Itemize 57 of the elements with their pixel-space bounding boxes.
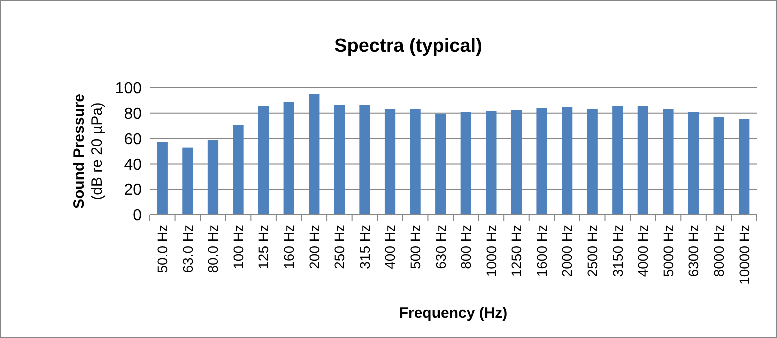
bar bbox=[436, 114, 446, 215]
bar bbox=[587, 109, 598, 215]
x-axis-title: Frequency (Hz) bbox=[399, 305, 508, 322]
bar bbox=[309, 94, 320, 215]
x-tick-label: 200 Hz bbox=[306, 225, 322, 270]
x-tick-label: 63.0 Hz bbox=[180, 225, 196, 274]
x-tick-label: 100 Hz bbox=[230, 225, 246, 270]
x-tick-label: 3150 Hz bbox=[610, 225, 626, 278]
x-tick-label: 250 Hz bbox=[332, 225, 348, 270]
bar bbox=[334, 105, 345, 215]
bar bbox=[612, 106, 624, 215]
bar bbox=[258, 106, 270, 215]
y-axis-title: Sound Pressure (dB re 20 µPa) bbox=[71, 94, 106, 210]
bar bbox=[486, 111, 497, 215]
y-tick-label: 20 bbox=[124, 182, 142, 200]
x-tick-label: 160 Hz bbox=[281, 225, 298, 270]
x-tick-label: 4000 Hz bbox=[635, 225, 652, 278]
x-tick-label: 1600 Hz bbox=[534, 225, 550, 278]
x-tick-label: 630 Hz bbox=[432, 225, 449, 270]
bar bbox=[233, 125, 244, 215]
bar bbox=[460, 112, 472, 215]
bar bbox=[182, 148, 194, 215]
y-tick-label: 100 bbox=[115, 80, 142, 98]
x-tick-label: 800 Hz bbox=[458, 225, 474, 270]
x-tick-label: 5000 Hz bbox=[660, 225, 676, 278]
bar bbox=[714, 117, 724, 215]
bar bbox=[536, 108, 548, 215]
x-tick-label: 6300 Hz bbox=[686, 225, 702, 278]
x-tick-label: 125 Hz bbox=[256, 225, 272, 270]
x-tick-label: 8000 Hz bbox=[710, 225, 727, 278]
bar bbox=[511, 110, 522, 215]
x-tick-label: 1000 Hz bbox=[483, 225, 500, 278]
y-tick-label: 80 bbox=[124, 106, 142, 123]
bar bbox=[157, 142, 168, 215]
y-tick-label: 0 bbox=[133, 208, 142, 225]
x-tick-label: 50.0 Hz bbox=[154, 225, 171, 274]
x-tick-label: 315 Hz bbox=[356, 225, 373, 270]
bar bbox=[360, 105, 370, 215]
bar bbox=[384, 109, 396, 215]
bar bbox=[284, 102, 294, 215]
y-tick-label: 40 bbox=[124, 156, 142, 174]
bar bbox=[638, 106, 648, 215]
bar bbox=[663, 109, 674, 215]
x-tick-label: 80.0 Hz bbox=[205, 225, 222, 274]
bar bbox=[688, 112, 700, 215]
x-tick-label: 1250 Hz bbox=[508, 225, 525, 278]
x-tick-label: 400 Hz bbox=[382, 225, 398, 270]
bar bbox=[562, 107, 573, 215]
x-tick-label: 2000 Hz bbox=[559, 225, 576, 278]
bar bbox=[739, 119, 750, 215]
y-tick-label: 60 bbox=[124, 131, 142, 148]
bar bbox=[410, 109, 421, 215]
x-tick-label: 500 Hz bbox=[407, 225, 424, 270]
x-tick-label: 2500 Hz bbox=[584, 225, 601, 278]
chart-title: Spectra (typical) bbox=[334, 36, 482, 57]
bar bbox=[208, 140, 219, 215]
x-tick-label: 10000 Hz bbox=[736, 225, 752, 285]
